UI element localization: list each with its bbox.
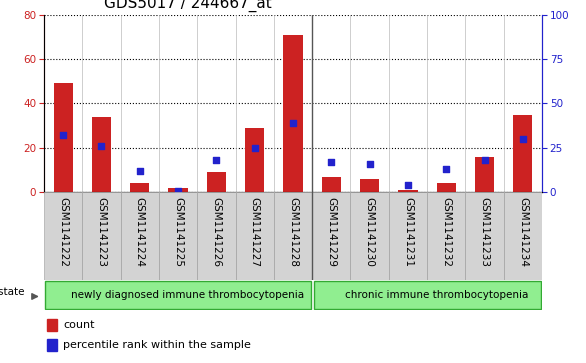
Bar: [475, 157, 494, 192]
Point: [97, 143, 106, 149]
Text: GSM1141233: GSM1141233: [479, 197, 489, 267]
Bar: [169, 188, 188, 192]
Point: [326, 159, 336, 165]
Bar: [465, 192, 504, 280]
Bar: [92, 117, 111, 192]
Bar: [513, 115, 533, 192]
Text: GSM1141231: GSM1141231: [403, 197, 413, 267]
Text: chronic immune thrombocytopenia: chronic immune thrombocytopenia: [345, 290, 529, 300]
Bar: [47, 339, 57, 351]
Text: GSM1141226: GSM1141226: [212, 197, 222, 267]
Bar: [274, 192, 312, 280]
Text: GSM1141232: GSM1141232: [441, 197, 451, 267]
Bar: [207, 172, 226, 192]
Bar: [389, 192, 427, 280]
Bar: [398, 190, 418, 192]
Bar: [236, 192, 274, 280]
Text: GSM1141225: GSM1141225: [173, 197, 183, 267]
Bar: [121, 192, 159, 280]
Bar: [350, 192, 389, 280]
Bar: [44, 192, 82, 280]
Text: GSM1141222: GSM1141222: [58, 197, 68, 267]
Bar: [504, 192, 542, 280]
Text: disease state: disease state: [0, 287, 24, 297]
Point: [288, 120, 298, 126]
Bar: [360, 179, 379, 192]
Point: [173, 188, 183, 193]
Bar: [159, 192, 197, 280]
Text: percentile rank within the sample: percentile rank within the sample: [63, 340, 251, 350]
Point: [59, 132, 68, 138]
Point: [250, 145, 260, 151]
Bar: [82, 192, 121, 280]
FancyBboxPatch shape: [315, 281, 541, 309]
Point: [135, 168, 144, 174]
Text: GSM1141224: GSM1141224: [135, 197, 145, 267]
Text: count: count: [63, 320, 95, 330]
Bar: [130, 184, 149, 192]
Text: GSM1141228: GSM1141228: [288, 197, 298, 267]
Bar: [284, 34, 302, 192]
Point: [365, 161, 374, 167]
Point: [480, 158, 489, 163]
FancyBboxPatch shape: [45, 281, 311, 309]
Bar: [312, 192, 350, 280]
Text: newly diagnosed immune thrombocytopenia: newly diagnosed immune thrombocytopenia: [71, 290, 304, 300]
Bar: [427, 192, 465, 280]
Text: GSM1141223: GSM1141223: [97, 197, 107, 267]
Point: [518, 136, 527, 142]
Bar: [53, 83, 73, 192]
Text: GSM1141227: GSM1141227: [250, 197, 260, 267]
Point: [442, 166, 451, 172]
Bar: [322, 177, 341, 192]
Bar: [47, 319, 57, 331]
Bar: [197, 192, 236, 280]
Text: GSM1141229: GSM1141229: [326, 197, 336, 267]
Text: GSM1141234: GSM1141234: [518, 197, 528, 267]
Point: [403, 182, 413, 188]
Point: [212, 158, 221, 163]
Bar: [245, 128, 264, 192]
Bar: [437, 184, 456, 192]
Text: GSM1141230: GSM1141230: [364, 197, 374, 266]
Text: GDS5017 / 244667_at: GDS5017 / 244667_at: [104, 0, 271, 12]
